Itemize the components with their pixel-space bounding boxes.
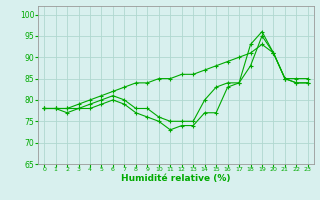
X-axis label: Humidité relative (%): Humidité relative (%) — [121, 174, 231, 183]
